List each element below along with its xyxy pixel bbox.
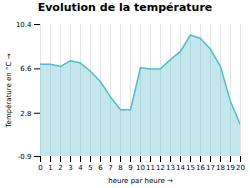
- html-text:Evolution de la température: Evolution de la température: [37, 1, 213, 14]
- svg-text:heure par heure →: heure par heure →: [108, 177, 173, 185]
- svg-text:13: 13: [166, 164, 175, 172]
- svg-text:10: 10: [136, 164, 145, 172]
- svg-text:19: 19: [226, 164, 235, 172]
- svg-text:6: 6: [98, 164, 103, 172]
- svg-text:11: 11: [146, 164, 155, 172]
- svg-text:9: 9: [128, 164, 132, 172]
- svg-text:17: 17: [206, 164, 215, 172]
- svg-text:5: 5: [88, 164, 92, 172]
- svg-text:12: 12: [156, 164, 165, 172]
- svg-text:2.8: 2.8: [20, 110, 31, 118]
- svg-text:Température en °C →: Température en °C →: [5, 53, 13, 128]
- svg-text:3: 3: [68, 164, 72, 172]
- svg-text:8: 8: [118, 164, 122, 172]
- svg-text:15: 15: [186, 164, 195, 172]
- svg-text:0: 0: [38, 164, 42, 172]
- svg-text:18: 18: [216, 164, 225, 172]
- svg-text:4: 4: [78, 164, 83, 172]
- svg-text:10.4: 10.4: [16, 21, 32, 29]
- svg-text:20: 20: [236, 164, 245, 172]
- svg-text:7: 7: [108, 164, 112, 172]
- svg-text:14: 14: [176, 164, 185, 172]
- svg-text:6.6: 6.6: [20, 65, 32, 73]
- svg-text:-0.9: -0.9: [18, 153, 32, 161]
- svg-text:16: 16: [196, 164, 205, 172]
- svg-text:2: 2: [58, 164, 62, 172]
- svg-text:1: 1: [48, 164, 52, 172]
